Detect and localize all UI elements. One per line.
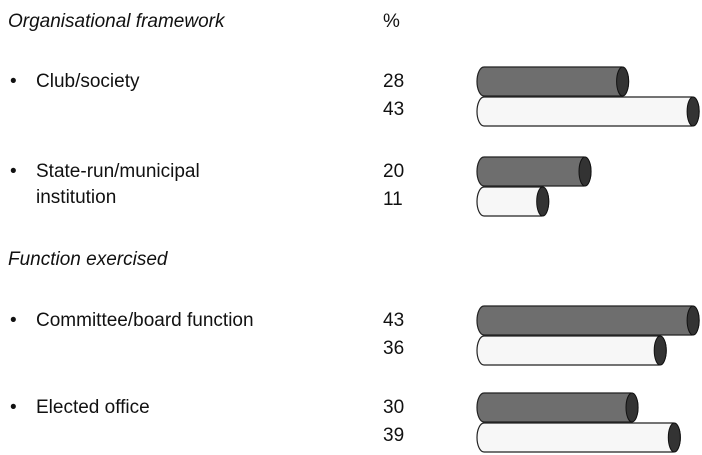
bar-end: [625, 392, 639, 423]
bar-body: [476, 66, 630, 97]
value-label: 43: [383, 310, 405, 331]
value-label: 20: [383, 161, 405, 182]
value-label: 28: [383, 71, 405, 92]
bar-body: [476, 335, 667, 366]
bullet: •: [10, 310, 17, 331]
bar: [476, 305, 700, 336]
bar: [476, 96, 700, 127]
bullet: •: [10, 397, 17, 418]
bar-body: [476, 156, 592, 187]
bullet: •: [10, 161, 17, 182]
category-label: Committee/board function: [36, 310, 254, 331]
bar: [476, 186, 550, 217]
value-label: 36: [383, 338, 405, 359]
bar: [476, 66, 630, 97]
bar-end: [653, 335, 667, 366]
section-title: Function exercised: [8, 249, 168, 270]
bar-end: [536, 186, 550, 217]
category-label: Club/society: [36, 71, 140, 92]
unit-header: %: [383, 11, 400, 32]
bar-end: [686, 305, 700, 336]
bar-body: [476, 305, 700, 336]
bar-end: [616, 66, 630, 97]
bar-end: [667, 422, 681, 453]
bar-end: [686, 96, 700, 127]
bar: [476, 156, 592, 187]
value-label: 39: [383, 425, 405, 446]
bar-end: [578, 156, 592, 187]
value-label: 43: [383, 99, 405, 120]
bar-body: [476, 96, 700, 127]
bar: [476, 422, 681, 453]
bullet: •: [10, 71, 17, 92]
bar-body: [476, 392, 639, 423]
value-label: 30: [383, 397, 405, 418]
category-label: Elected office: [36, 397, 150, 418]
category-label: State-run/municipal institution: [36, 161, 200, 208]
bar: [476, 335, 667, 366]
section-title: Organisational framework: [8, 11, 225, 32]
bar-body: [476, 422, 681, 453]
bar: [476, 392, 639, 423]
value-label: 11: [383, 189, 403, 210]
